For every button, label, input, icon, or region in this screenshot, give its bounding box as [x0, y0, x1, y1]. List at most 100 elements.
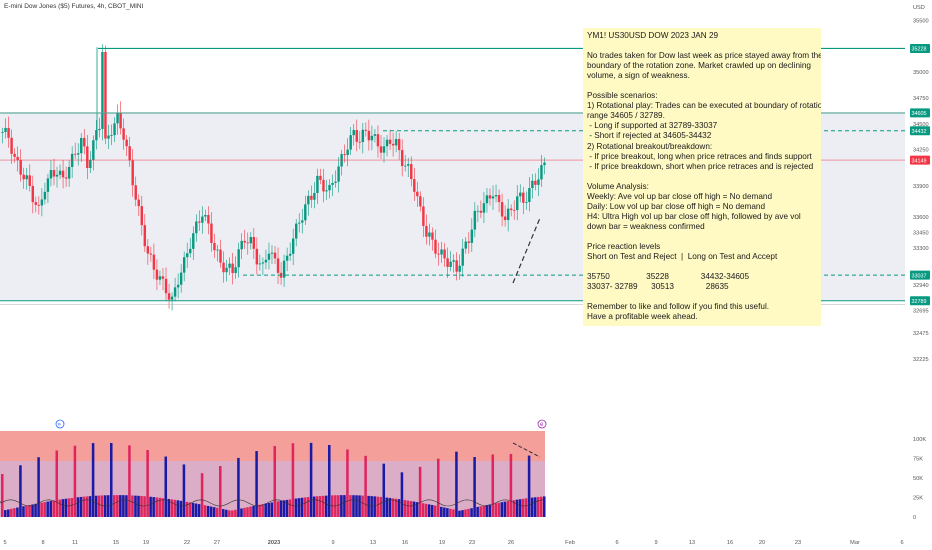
- note-line: YM1! US30USD DOW 2023 JAN 29: [587, 31, 719, 40]
- volume-bar: [82, 496, 86, 517]
- candle-body: [506, 208, 510, 221]
- candle-body: [288, 253, 292, 256]
- volume-bar: [231, 510, 234, 517]
- candle-body: [104, 51, 107, 139]
- volume-bar: [170, 499, 174, 517]
- candle-body: [391, 143, 395, 146]
- candle-body: [361, 129, 365, 143]
- price-tick-label: 35500: [913, 18, 929, 24]
- price-tick-label: 33450: [913, 230, 929, 236]
- volume-bar: [100, 495, 104, 517]
- candle-body: [291, 238, 295, 254]
- volume-bar: [19, 465, 22, 517]
- volume-bar: [367, 495, 370, 517]
- volume-bar: [76, 497, 80, 517]
- volume-bar: [194, 503, 198, 517]
- volume-bar: [197, 504, 201, 517]
- candle-body: [119, 112, 122, 129]
- candle-body: [416, 191, 419, 197]
- candle-body: [98, 128, 101, 131]
- volume-bar: [500, 502, 504, 517]
- volume-bar: [246, 507, 249, 517]
- candle-body: [10, 137, 13, 154]
- candle-body: [116, 112, 119, 124]
- candle-body: [355, 130, 358, 142]
- candle-body: [249, 237, 253, 244]
- note-line: Remember to like and follow if you find …: [587, 302, 770, 312]
- price-label-box: [910, 126, 930, 136]
- volume-bar: [113, 495, 116, 517]
- volume-bar: [85, 496, 89, 517]
- note-line: [587, 232, 817, 242]
- candle-body: [264, 259, 268, 263]
- candle-body: [219, 249, 222, 263]
- volume-bar: [294, 498, 298, 517]
- candle-body: [379, 146, 383, 153]
- candle-body: [137, 199, 140, 207]
- volume-ma-line: [0, 499, 544, 507]
- volume-bar: [391, 498, 395, 517]
- price-label-text: 34149: [912, 158, 927, 164]
- candle-body: [431, 232, 434, 240]
- volume-bar: [282, 500, 286, 517]
- candle-body: [503, 216, 507, 221]
- candle-body: [446, 258, 449, 267]
- candle-body: [267, 253, 271, 260]
- volume-bar: [173, 499, 177, 517]
- candle-body: [86, 146, 89, 168]
- note-line: - Long if supported at 32789-33037: [587, 121, 718, 131]
- candle-body: [509, 208, 513, 210]
- candle-body: [455, 260, 458, 272]
- right-marker-glyph: e: [540, 422, 544, 428]
- trend-line: [512, 217, 541, 284]
- volume-bar: [273, 446, 277, 517]
- volume-bar: [212, 507, 216, 517]
- volume-bar: [176, 500, 180, 517]
- candle-body: [270, 252, 274, 254]
- candle-body: [49, 170, 53, 179]
- candle-body: [122, 128, 125, 140]
- volume-bar: [28, 505, 31, 517]
- volume-bar: [10, 508, 13, 517]
- note-line: [587, 41, 817, 51]
- volume-bar: [355, 495, 358, 517]
- time-tick-label: 26: [508, 540, 514, 546]
- candle-body: [76, 153, 80, 155]
- volume-bar: [300, 497, 304, 517]
- candle-body: [313, 192, 316, 200]
- volume-trend-line: [512, 442, 541, 458]
- volume-bar: [542, 496, 546, 517]
- note-line: 1) Rotational play: Trades can be execut…: [587, 101, 821, 111]
- volume-bar: [352, 495, 355, 517]
- candle-body: [34, 202, 38, 205]
- volume-tick-label: 100K: [913, 437, 926, 443]
- note-line: down bar = weakness confirmed: [587, 221, 705, 231]
- chart-title: E-mini Dow Jones ($5) Futures, 4h, CBOT_…: [4, 3, 144, 10]
- candle-body: [95, 130, 98, 141]
- candle-body: [167, 293, 171, 300]
- time-tick-label: 20: [759, 540, 765, 546]
- candle-body: [143, 225, 147, 247]
- candle-body: [531, 180, 534, 189]
- candle-body: [152, 254, 156, 270]
- candle-body: [131, 160, 134, 186]
- candle-body: [337, 166, 340, 182]
- volume-bar: [152, 497, 155, 517]
- candle-body: [43, 191, 47, 200]
- candle-body: [107, 135, 110, 139]
- candle-body: [358, 141, 362, 143]
- note-line: [587, 81, 817, 91]
- volume-bar: [400, 472, 404, 517]
- price-label-box: [910, 155, 930, 165]
- volume-bar: [497, 502, 501, 517]
- note-line: Short on Test and Reject | Long on Test …: [587, 252, 778, 262]
- volume-bar: [4, 510, 7, 517]
- candle-body: [198, 221, 201, 223]
- candle-body: [491, 196, 495, 199]
- price-label-text: 35228: [912, 47, 927, 53]
- volume-bar: [209, 506, 213, 517]
- candle-body: [22, 174, 25, 180]
- volume-bar: [25, 505, 28, 517]
- note-line: [587, 262, 817, 272]
- analysis-note: YM1! US30USD DOW 2023 JAN 29 No trades ta…: [583, 28, 821, 326]
